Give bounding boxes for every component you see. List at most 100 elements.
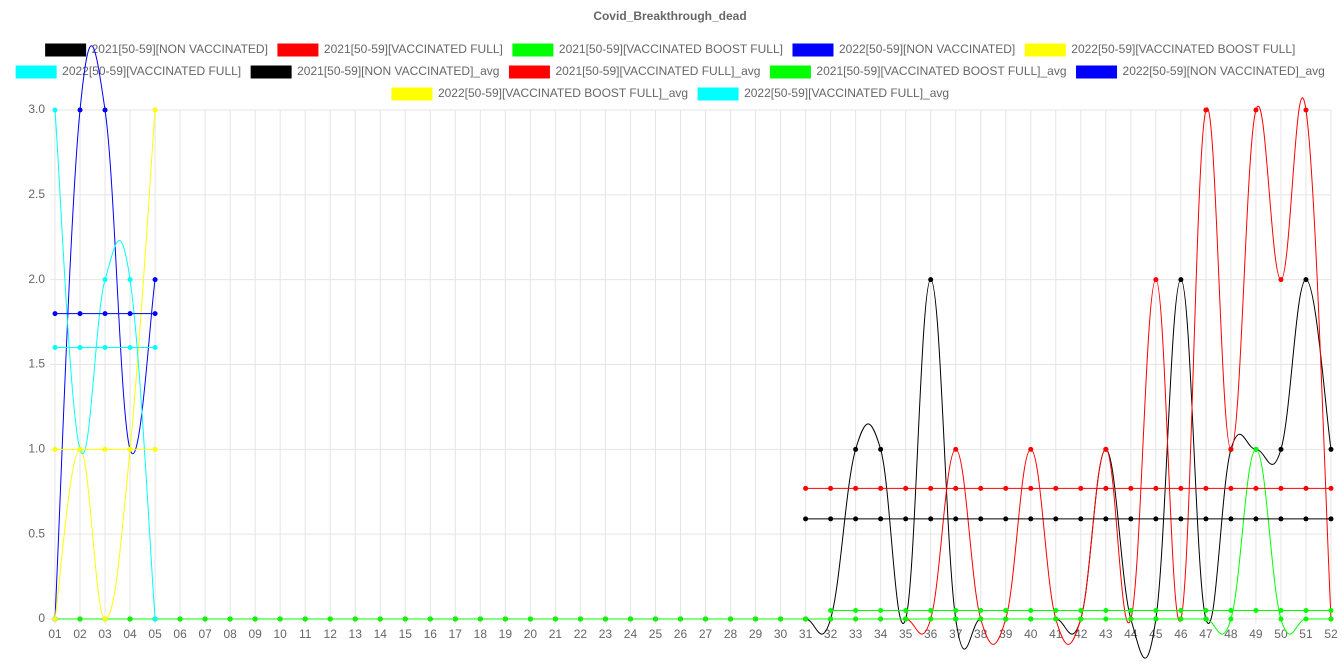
data-point <box>227 616 233 622</box>
legend-label: 2021[50-59][VACCINATED BOOST FULL]_avg <box>816 64 1066 78</box>
x-tick-label: 13 <box>349 627 363 641</box>
data-point <box>878 616 884 622</box>
data-point <box>753 616 759 622</box>
y-tick-label: 2.0 <box>28 272 45 286</box>
series-line <box>54 45 156 620</box>
data-point <box>627 616 633 622</box>
data-point <box>1303 485 1309 491</box>
x-tick-label: 06 <box>173 627 187 641</box>
data-point <box>127 446 133 452</box>
data-point <box>978 608 984 614</box>
data-point <box>1278 277 1284 283</box>
data-point <box>327 616 333 622</box>
data-point <box>903 616 909 622</box>
data-point <box>402 616 408 622</box>
data-point <box>152 277 158 283</box>
data-point <box>1228 616 1234 622</box>
x-tick-label: 10 <box>273 627 287 641</box>
data-point <box>978 485 984 491</box>
data-point <box>928 616 934 622</box>
data-point <box>928 277 934 283</box>
data-point <box>452 616 458 622</box>
x-tick-label: 09 <box>248 627 262 641</box>
legend-item: 2021[50-59][VACCINATED BOOST FULL] <box>512 42 783 57</box>
x-tick-label: 28 <box>724 627 738 641</box>
data-point <box>903 516 909 522</box>
data-point <box>502 616 508 622</box>
data-point <box>903 485 909 491</box>
data-point <box>1128 485 1134 491</box>
data-point <box>1028 485 1034 491</box>
legend-swatch <box>508 65 550 79</box>
data-point <box>52 345 58 351</box>
data-point <box>1203 608 1209 614</box>
data-point <box>1303 516 1309 522</box>
data-point <box>1303 608 1309 614</box>
data-point <box>1178 616 1184 622</box>
legend-label: 2022[50-59][VACCINATED FULL] <box>62 64 241 78</box>
x-tick-label: 32 <box>824 627 838 641</box>
data-point <box>878 446 884 452</box>
data-point <box>803 516 809 522</box>
legend-item: 2022[50-59][VACCINATED BOOST FULL] <box>1024 42 1295 57</box>
data-point <box>903 608 909 614</box>
legend-label: 2022[50-59][VACCINATED BOOST FULL]_avg <box>438 86 688 100</box>
data-point <box>1178 516 1184 522</box>
x-tick-label: 36 <box>924 627 938 641</box>
legend-swatch <box>1024 43 1066 57</box>
data-point <box>928 485 934 491</box>
x-tick-label: 29 <box>749 627 763 641</box>
data-point <box>853 616 859 622</box>
data-point <box>953 446 959 452</box>
legend-label: 2021[50-59][VACCINATED BOOST FULL] <box>559 42 783 56</box>
data-point <box>853 485 859 491</box>
data-point <box>1253 446 1259 452</box>
legend-label: 2021[50-59][VACCINATED FULL] <box>324 42 503 56</box>
x-tick-label: 19 <box>499 627 513 641</box>
legend-label: 2021[50-59][VACCINATED FULL]_avg <box>555 64 760 78</box>
data-point <box>1228 446 1234 452</box>
data-point <box>978 616 984 622</box>
x-tick-label: 03 <box>98 627 112 641</box>
y-tick-label: 2.5 <box>28 187 45 201</box>
data-point <box>177 616 183 622</box>
data-point <box>152 311 158 317</box>
data-point <box>1078 608 1084 614</box>
data-point <box>1103 446 1109 452</box>
data-point <box>1128 608 1134 614</box>
data-point <box>1278 446 1284 452</box>
legend-swatch <box>277 43 319 57</box>
data-point <box>1303 277 1309 283</box>
data-point <box>1028 516 1034 522</box>
data-point <box>1053 516 1059 522</box>
data-point <box>953 516 959 522</box>
data-point <box>1328 485 1334 491</box>
x-tick-label: 23 <box>599 627 613 641</box>
data-point <box>1178 485 1184 491</box>
data-point <box>1228 516 1234 522</box>
data-point <box>703 616 709 622</box>
data-point <box>828 485 834 491</box>
data-point <box>52 616 58 622</box>
data-point <box>552 616 558 622</box>
x-tick-label: 33 <box>849 627 863 641</box>
data-point <box>1278 608 1284 614</box>
data-point <box>52 311 58 317</box>
x-tick-label: 27 <box>699 627 713 641</box>
x-tick-label: 45 <box>1149 627 1163 641</box>
data-point <box>1103 516 1109 522</box>
data-point <box>1203 516 1209 522</box>
x-tick-label: 50 <box>1274 627 1288 641</box>
data-point <box>1153 277 1159 283</box>
legend-item: 2021[50-59][VACCINATED FULL] <box>277 42 503 57</box>
data-point <box>1253 107 1259 113</box>
legend-item: 2022[50-59][VACCINATED FULL] <box>15 64 241 79</box>
data-point <box>277 616 283 622</box>
series-line <box>54 109 156 620</box>
data-point <box>1228 608 1234 614</box>
legend-swatch <box>792 43 834 57</box>
legend-item: 2022[50-59][NON VACCINATED]_avg <box>1076 64 1325 79</box>
data-point <box>77 107 83 113</box>
data-point <box>1253 516 1259 522</box>
